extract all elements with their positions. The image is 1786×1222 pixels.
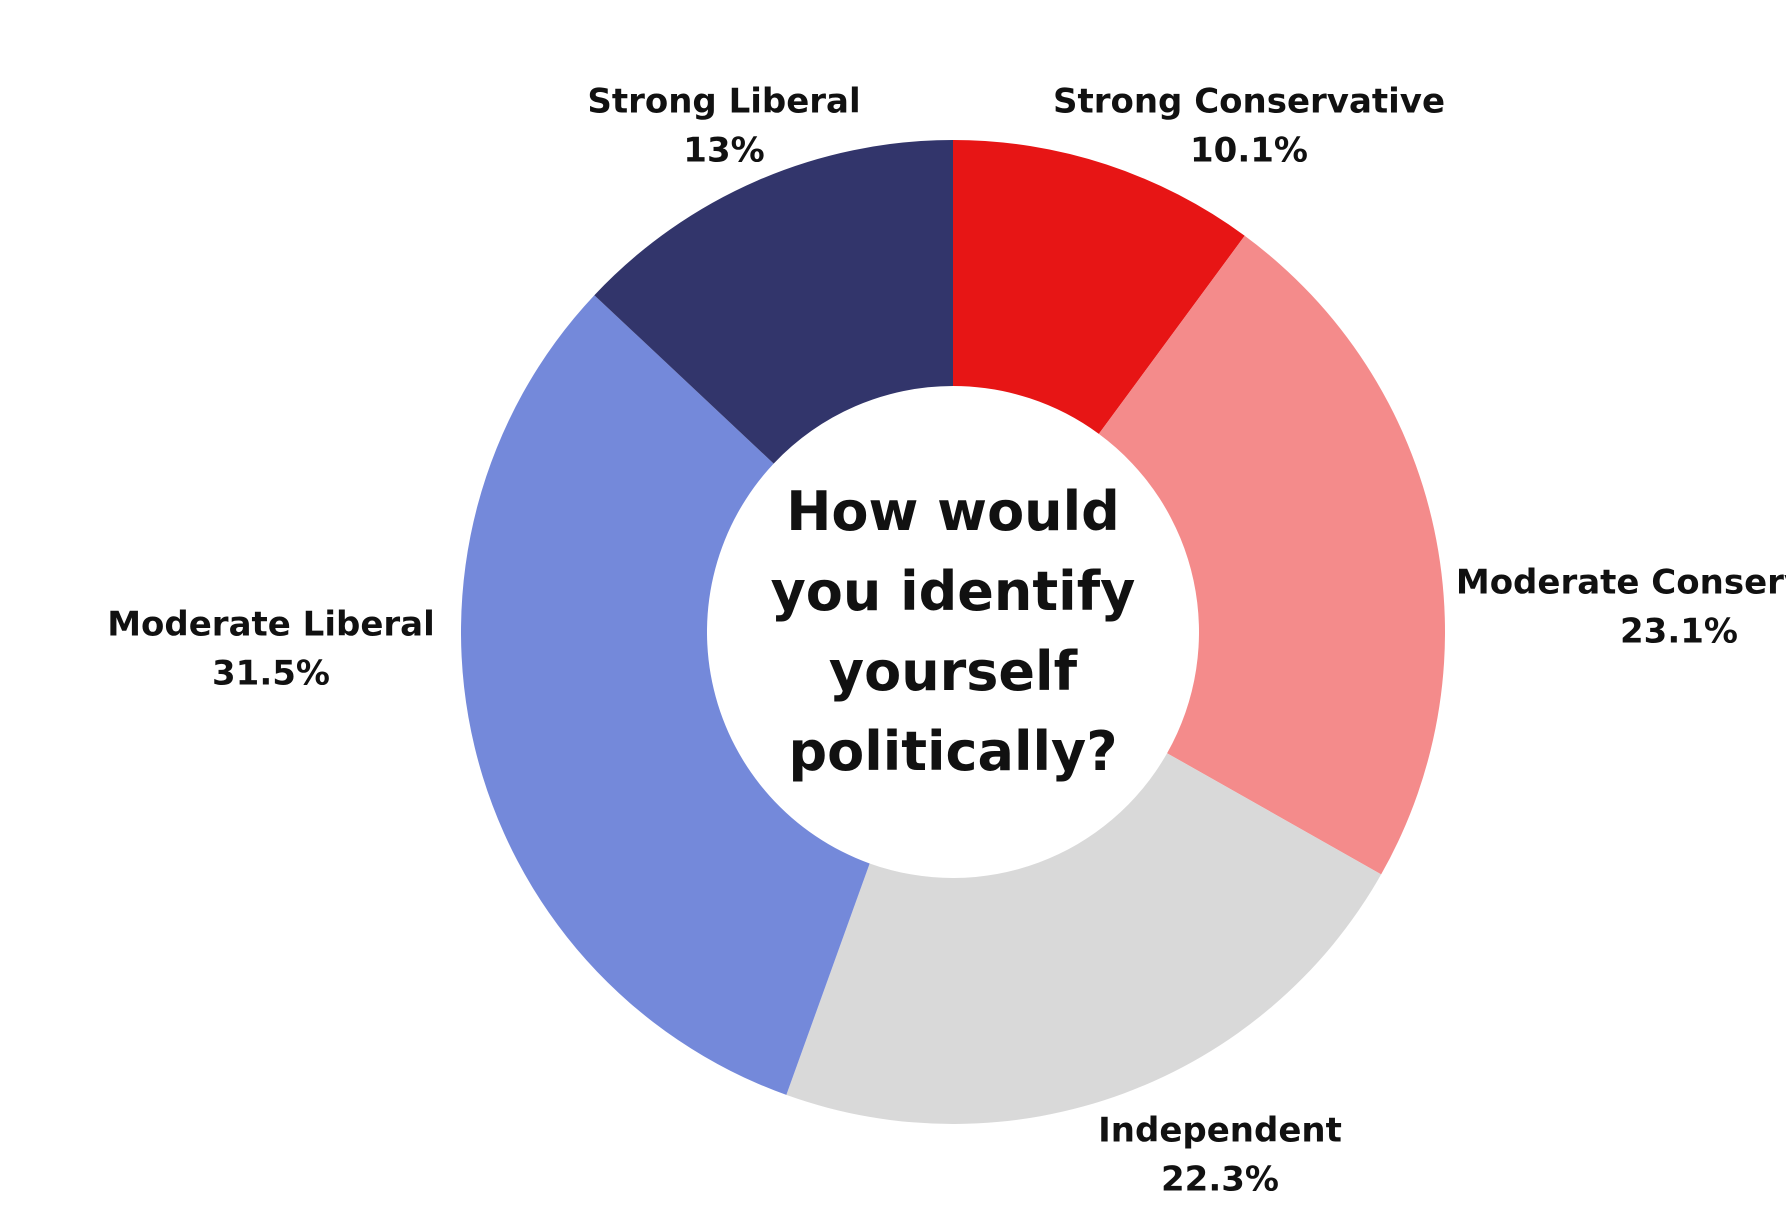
donut-slice (1098, 235, 1445, 875)
donut-slice (786, 753, 1382, 1124)
value-label: 23.1% (1620, 612, 1738, 652)
value-label: 22.3% (1161, 1160, 1279, 1200)
slice-label: Independent (1098, 1111, 1342, 1151)
donut-slice (953, 140, 1245, 434)
slice-label: Strong Conservative (1053, 82, 1445, 122)
slice-label: Moderate Conservative (1456, 563, 1786, 603)
slice-label: Strong Liberal (587, 82, 860, 122)
donut-slice (594, 140, 953, 464)
value-label: 10.1% (1190, 131, 1308, 171)
chart-title: How would you identify yourself politica… (770, 480, 1136, 783)
value-label: 31.5% (212, 654, 330, 694)
value-label: 13% (683, 131, 764, 171)
slice-label: Moderate Liberal (107, 605, 435, 645)
donut-slice (460, 295, 870, 1095)
